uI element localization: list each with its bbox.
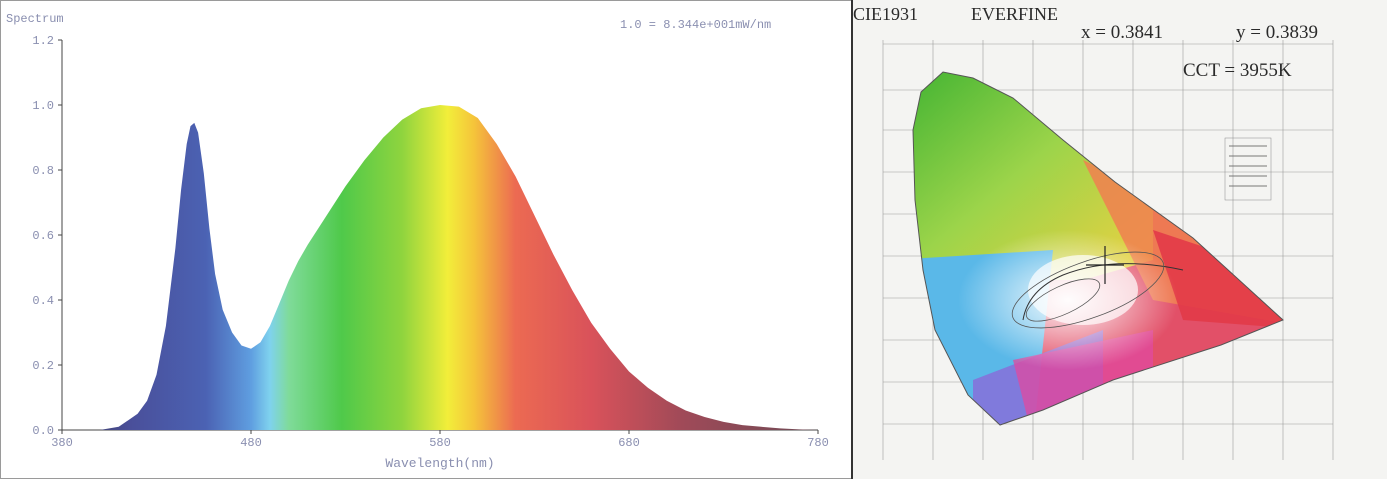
spectrum-chart: 0.0 0.2 0.4 0.6 0.8 1.0 1.2 380 480 580 680 780 Spe… bbox=[6, 12, 829, 471]
cie-chart bbox=[882, 40, 1334, 460]
cie-y-readout: y = 0.3839 bbox=[1236, 22, 1318, 43]
scale-note: 1.0 = 8.344e+001mW/nm bbox=[620, 18, 771, 32]
cie-cct-readout: CCT = 3955K bbox=[1183, 60, 1292, 81]
cie-panel: CIE1931 EVERFINE x = 0.3841 y = 0.3839 C… bbox=[853, 0, 1387, 479]
planckian-locus bbox=[1022, 263, 1184, 321]
y-tick-label: 0.4 bbox=[32, 294, 54, 308]
y-tick-label: 0.6 bbox=[32, 229, 54, 243]
tolerance-ellipse-inner bbox=[1025, 278, 1101, 322]
spectrum-ticks: 0.0 0.2 0.4 0.6 0.8 1.0 1.2 380 480 580 680 780 bbox=[32, 34, 828, 450]
y-tick-label: 1.0 bbox=[32, 99, 54, 113]
cie-horseshoe bbox=[913, 72, 1283, 425]
x-tick-label: 380 bbox=[51, 436, 73, 450]
x-tick-label: 480 bbox=[240, 436, 262, 450]
chromaticity-marker bbox=[1086, 246, 1124, 284]
y-tick-label: 0.0 bbox=[32, 424, 54, 438]
spectrum-xlabel: Wavelength(nm) bbox=[385, 456, 494, 471]
x-tick-label: 580 bbox=[429, 436, 451, 450]
spectrum-area bbox=[62, 105, 818, 430]
x-tick-label: 780 bbox=[807, 436, 829, 450]
y-tick-label: 0.8 bbox=[32, 164, 54, 178]
y-tick-label: 1.2 bbox=[32, 34, 54, 48]
panel-divider bbox=[851, 0, 853, 479]
source-legend bbox=[1224, 137, 1272, 201]
spectral-locus bbox=[912, 71, 1284, 426]
y-tick-label: 0.2 bbox=[32, 359, 54, 373]
tolerance-ellipse bbox=[1011, 251, 1165, 329]
x-tick-label: 680 bbox=[618, 436, 640, 450]
cie-x-readout: x = 0.3841 bbox=[1081, 22, 1163, 43]
cie-brand: EVERFINE bbox=[971, 4, 1058, 24]
spectrum-panel: 0.0 0.2 0.4 0.6 0.8 1.0 1.2 380 480 580 680 780 Spe… bbox=[6, 12, 829, 471]
spectrum-title: Spectrum bbox=[6, 12, 64, 26]
cie-title: CIE1931 bbox=[853, 4, 918, 24]
